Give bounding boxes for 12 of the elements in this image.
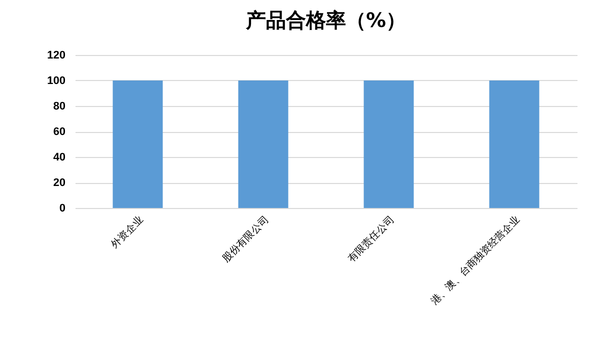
y-tick-label: 120 [47, 50, 66, 62]
y-tick-label: 80 [53, 100, 66, 112]
y-tick-label: 60 [53, 126, 66, 138]
x-tick-label: 有限责任公司 [346, 214, 397, 265]
y-tick-label: 40 [53, 152, 66, 164]
x-tick-label: 外资企业 [108, 214, 146, 251]
x-tick-label: 股份有限公司 [220, 214, 272, 265]
x-tick-label: 港、澳、台商独资经营企业 [428, 214, 522, 308]
chart-title: 产品合格率（%） [244, 8, 406, 32]
y-tick-label: 20 [53, 177, 66, 189]
y-tick-label: 100 [47, 75, 66, 87]
y-tick-label: 0 [59, 202, 66, 214]
